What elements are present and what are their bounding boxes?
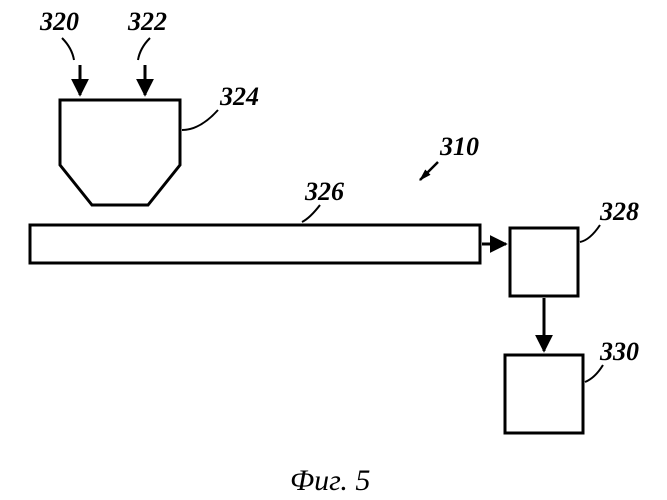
assembly-pointer (420, 162, 438, 180)
label-320: 320 (39, 7, 79, 36)
label-326: 326 (304, 177, 344, 206)
leader-320 (62, 38, 74, 60)
figure-caption: Фиг. 5 (290, 464, 370, 497)
label-328: 328 (599, 197, 639, 226)
leader-322 (138, 38, 150, 60)
extruder-barrel (30, 225, 480, 263)
label-322: 322 (127, 7, 167, 36)
box-lower (505, 355, 583, 433)
leader-324 (182, 110, 218, 130)
label-310: 310 (439, 132, 479, 161)
hopper (60, 100, 180, 205)
leader-330 (585, 365, 603, 382)
leader-328 (580, 225, 600, 242)
figure-5: 320 322 324 310 326 328 330 Фиг. 5 (0, 0, 667, 500)
label-330: 330 (599, 337, 639, 366)
box-upper (510, 228, 578, 296)
label-324: 324 (219, 82, 259, 111)
leader-326 (302, 205, 320, 222)
